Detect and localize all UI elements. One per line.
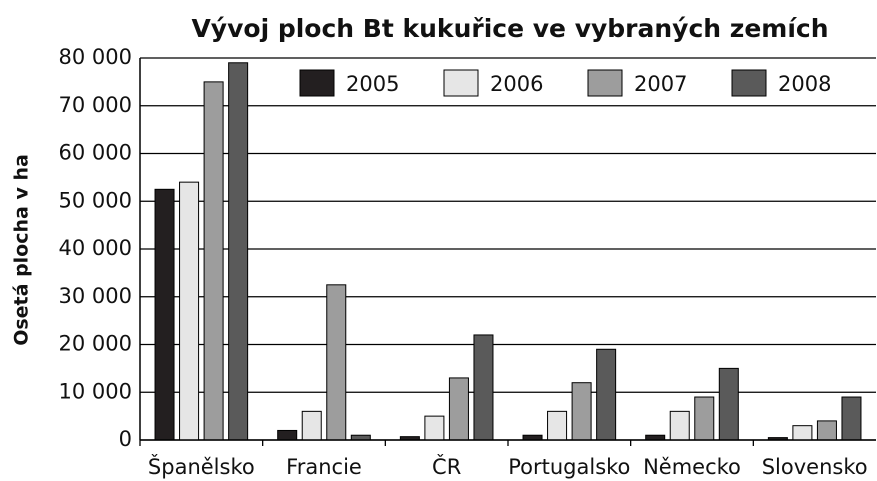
bar [547,410,568,441]
legend-label: 2005 [346,72,399,96]
bar [792,425,813,441]
bar [179,181,200,441]
x-tick-label: ČR [432,454,461,479]
bar [424,415,445,441]
bar [816,420,837,441]
legend-label: 2008 [778,72,831,96]
bar [841,396,862,441]
legend-swatch [731,69,767,97]
legend-swatch [443,69,479,97]
y-tick-label: 20 000 [59,332,132,356]
legend-label: 2006 [490,72,543,96]
x-tick-label: Německo [643,455,741,479]
x-tick-label: Portugalsko [508,455,630,479]
bar [277,429,298,441]
bar [718,367,739,441]
bar [301,410,322,441]
bar [596,348,617,441]
bar [326,284,347,441]
y-tick-label: 10 000 [59,379,132,403]
bar [473,334,494,441]
bar [228,62,249,441]
chart-title: Vývoj ploch Bt kukuřice ve vybraných zem… [191,14,828,43]
x-tick-label: Španělsko [148,454,255,479]
y-tick-label: 0 [119,427,132,451]
y-tick-label: 80 000 [59,45,132,69]
y-axis-title: Osetá plocha v ha [11,154,33,346]
y-tick-label: 70 000 [59,93,132,117]
x-tick-label: Slovensko [762,455,868,479]
legend-label: 2007 [634,72,687,96]
x-tick-label: Francie [286,455,362,479]
y-tick-label: 60 000 [59,141,132,165]
bar [203,81,224,441]
legend-swatch [587,69,623,97]
bar [571,382,592,441]
bar [154,188,175,441]
y-tick-label: 50 000 [59,188,132,212]
legend-swatch [299,69,335,97]
y-tick-label: 30 000 [59,284,132,308]
bar [669,410,690,441]
y-tick-label: 40 000 [59,236,132,260]
bar [694,396,715,441]
bar [448,377,469,441]
